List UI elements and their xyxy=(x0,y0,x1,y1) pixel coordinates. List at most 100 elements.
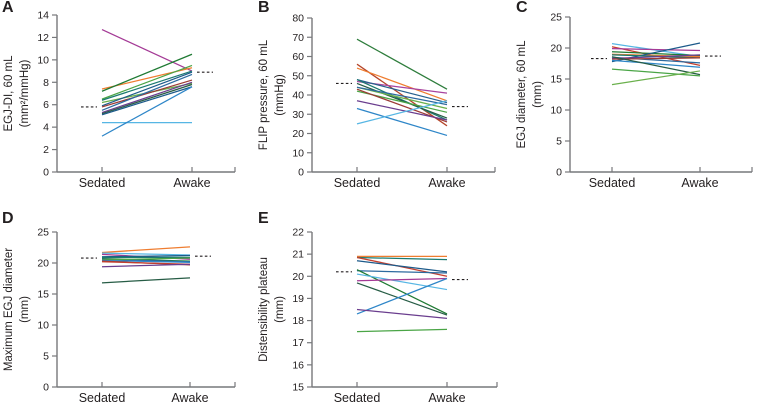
subject-line xyxy=(356,277,448,282)
panel-d-chart: 0 5 10 15 20 25 Sedated Awake Maximum EGJ diamet… xyxy=(3,227,236,405)
subject-line xyxy=(611,68,701,77)
y-tick-label: 22 xyxy=(292,227,304,239)
panel-c-chart: 0 5 10 15 20 25 Sedated Awake EGJ diameter, 60 m… xyxy=(516,12,753,190)
subject-line xyxy=(611,53,701,58)
y-tick-label: 4 xyxy=(43,122,49,134)
y-tick-label: 15 xyxy=(37,289,49,301)
subject-line xyxy=(611,57,701,60)
subject-line xyxy=(356,100,448,125)
subject-line xyxy=(356,38,448,90)
subject-line xyxy=(611,54,701,60)
y-tick-label: 20 xyxy=(550,43,562,55)
panel-b: B 0 10 20 30 40 50 60 70 80 Sedated Awake FLIP pres… xyxy=(252,0,510,203)
subject-line xyxy=(101,86,193,116)
y-tick-label: 10 xyxy=(292,147,304,159)
y-tick-label: 0 xyxy=(43,382,49,394)
y-tick-label: 15 xyxy=(550,74,562,86)
x-category-label-awake: Awake xyxy=(173,176,210,190)
y-axis-unit: (mmHg) xyxy=(274,74,286,116)
y-tick-label: 5 xyxy=(43,351,49,363)
subject-line xyxy=(611,59,701,68)
y-tick-label: 70 xyxy=(292,32,304,44)
y-axis-label: Distensibility plateau xyxy=(258,257,270,362)
y-axis-unit: (mm²/mmHg) xyxy=(19,59,31,127)
subject-line xyxy=(356,63,448,127)
subject-line xyxy=(101,252,191,256)
y-tick-label: 19 xyxy=(292,293,304,305)
y-tick-label: 14 xyxy=(37,10,49,22)
y-tick-label: 20 xyxy=(37,258,49,270)
x-category-label-sedated: Sedated xyxy=(79,176,126,190)
y-tick-label: 60 xyxy=(292,51,304,63)
y-tick-label: 15 xyxy=(292,382,304,394)
y-tick-label: 50 xyxy=(292,70,304,82)
y-tick-label: 0 xyxy=(43,167,49,179)
panel-a-letter: A xyxy=(2,0,14,16)
y-tick-label: 10 xyxy=(550,105,562,117)
y-tick-label: 20 xyxy=(292,271,304,283)
subject-line xyxy=(101,86,193,137)
subject-line xyxy=(101,83,193,115)
y-tick-label: 21 xyxy=(292,249,304,261)
panel-b-chart: 0 10 20 30 40 50 60 70 80 Sedated Awake FLIP pressu… xyxy=(258,13,496,190)
panel-a: A 0 2 4 6 8 10 12 14 Sedated Awake EGJ-DI, 60 mL (m… xyxy=(0,0,252,203)
y-axis-label: EGJ diameter, 60 mL xyxy=(516,40,528,149)
subject-line xyxy=(356,82,448,119)
x-category-label-sedated: Sedated xyxy=(334,176,381,190)
y-tick-label: 10 xyxy=(37,320,49,332)
panel-d: D 0 5 10 15 20 25 Sedated Awake Maximum EGJ diam… xyxy=(0,203,252,406)
subject-line xyxy=(101,246,191,254)
subject-line xyxy=(611,56,701,76)
y-tick-label: 8 xyxy=(43,77,49,89)
subject-line xyxy=(356,328,448,333)
x-category-label-sedated: Sedated xyxy=(589,176,636,190)
y-tick-label: 18 xyxy=(292,315,304,327)
y-tick-label: 40 xyxy=(292,90,304,102)
subject-line xyxy=(356,260,448,273)
y-tick-label: 10 xyxy=(37,54,49,66)
y-tick-label: 0 xyxy=(556,167,562,179)
y-tick-label: 16 xyxy=(292,359,304,371)
y-tick-label: 2 xyxy=(43,144,49,156)
y-axis-label: Maximum EGJ diameter xyxy=(3,248,15,372)
y-tick-label: 30 xyxy=(292,109,304,121)
subject-line xyxy=(101,71,193,107)
x-category-label-sedated: Sedated xyxy=(334,391,381,405)
subject-line xyxy=(101,261,191,265)
y-axis-unit: (mm) xyxy=(274,296,286,323)
y-tick-label: 0 xyxy=(298,167,304,179)
panel-a-chart: 0 2 4 6 8 10 12 14 Sedated Awake EGJ-DI, 60 mL (mm²… xyxy=(3,10,236,190)
subject-line xyxy=(356,67,448,102)
subject-line xyxy=(356,256,448,261)
x-category-label-awake: Awake xyxy=(681,176,718,190)
y-tick-label: 17 xyxy=(292,337,304,349)
subject-line xyxy=(101,29,193,72)
subject-line xyxy=(101,257,191,261)
y-tick-label: 25 xyxy=(550,12,562,24)
panel-d-letter: D xyxy=(2,210,14,227)
subject-line xyxy=(101,277,191,284)
subject-line xyxy=(356,79,448,121)
subject-line xyxy=(611,70,701,86)
subject-line xyxy=(101,263,191,268)
subject-line xyxy=(356,282,448,316)
y-axis-label: FLIP pressure, 60 mL xyxy=(258,39,270,150)
subject-line xyxy=(101,79,193,108)
y-tick-label: 12 xyxy=(37,32,49,44)
y-axis-unit: (mm) xyxy=(532,81,544,108)
subject-line xyxy=(611,47,701,52)
x-category-label-sedated: Sedated xyxy=(79,391,126,405)
subject-line xyxy=(356,100,448,121)
panel-c-letter: C xyxy=(516,0,528,16)
y-axis-label: EGJ-DI, 60 mL xyxy=(3,55,15,132)
panel-c: C 0 5 10 15 20 25 Sedated Awake EGJ diameter, 60… xyxy=(510,0,757,203)
subject-line xyxy=(356,277,448,315)
y-tick-label: 80 xyxy=(292,13,304,25)
subject-line xyxy=(101,254,191,258)
panel-e-chart: 15 16 17 18 19 20 21 22 Sedated Awake Distensibili… xyxy=(258,227,498,405)
y-tick-label: 5 xyxy=(556,136,562,148)
x-category-label-awake: Awake xyxy=(171,391,208,405)
panel-b-letter: B xyxy=(258,0,270,16)
subject-line xyxy=(356,78,448,104)
x-category-label-awake: Awake xyxy=(428,176,465,190)
